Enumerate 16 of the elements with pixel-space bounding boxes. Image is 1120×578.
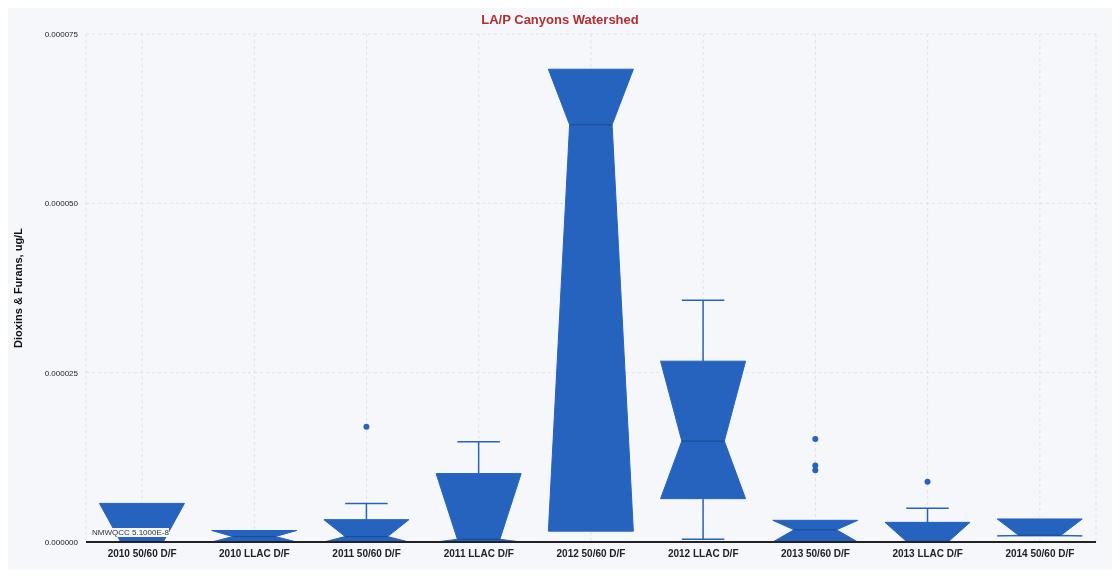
x-tick-label: 2014 50/60 D/F (1005, 548, 1075, 560)
y-tick-label: 0.000050 (44, 199, 79, 209)
x-tick-label: 2011 LLAC D/F (443, 548, 514, 560)
y-axis-title: Dioxins & Furans, ug/L (11, 227, 24, 348)
x-tick-label: 2012 LLAC D/F (667, 548, 739, 560)
x-tick-label: 2013 LLAC D/F (892, 548, 963, 560)
chart-title: LA/P Canyons Watershed (480, 11, 640, 29)
x-tick-label: 2013 50/60 D/F (780, 548, 850, 560)
x-tick-label: 2010 50/60 D/F (107, 548, 177, 560)
y-tick-label: 0.000000 (44, 537, 79, 547)
y-tick-label: 0.000025 (44, 368, 79, 378)
x-tick-label: 2011 50/60 D/F (332, 548, 401, 560)
annotation: NMWQCC 5.1000E-8 (92, 528, 169, 537)
x-tick-label: 2012 50/60 D/F (556, 548, 626, 560)
x-tick-label: 2010 LLAC D/F (219, 548, 290, 560)
y-tick-label: 0.000075 (44, 29, 79, 39)
